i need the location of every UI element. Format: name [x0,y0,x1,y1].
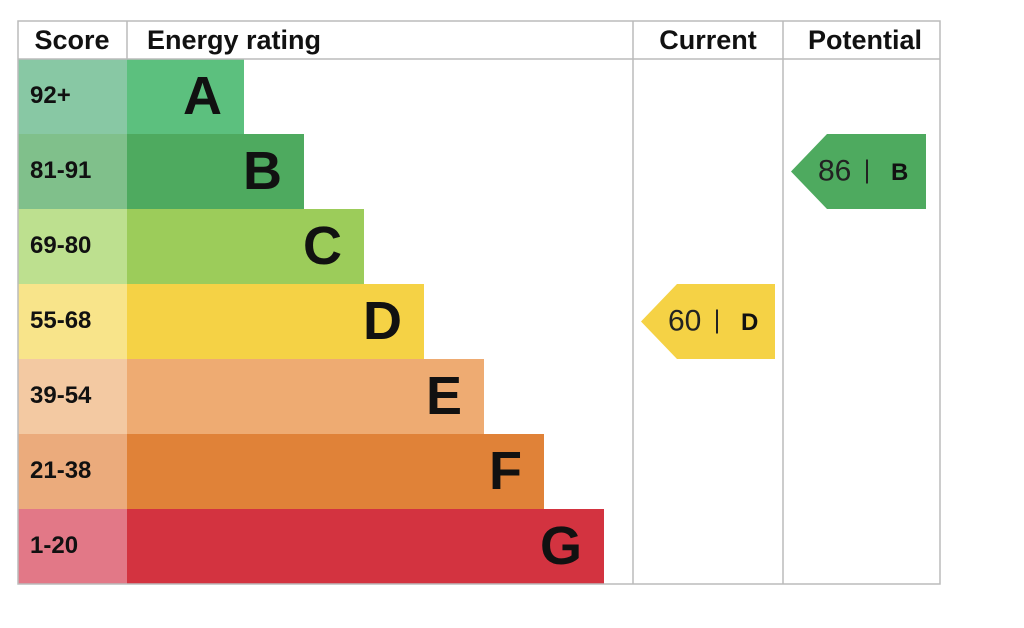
rating-bar [127,359,484,434]
band-labels: 21-38 F [30,441,522,501]
indicator-rating: D [741,309,758,336]
rating-bar [127,134,304,209]
band-labels: 69-80 C [30,216,342,276]
score-range: 21-38 [30,457,91,484]
band-labels: 81-91 B [30,141,282,201]
score-cell [18,434,127,509]
band-labels: 39-54 E [30,366,462,426]
frame [17,20,941,585]
score-cell [18,134,127,209]
score-cell [18,284,127,359]
score-cell [18,59,127,134]
header-current: Current [659,25,757,55]
rating-letter: F [489,441,522,501]
header-score: Score [34,25,109,55]
header-potential: Potential [808,25,922,55]
current-indicator: 60 D [641,284,775,359]
score-range: 39-54 [30,382,92,409]
indicator-score: 86 [818,154,851,187]
rating-bar [127,59,244,134]
rating-letter: D [363,291,402,351]
potential-indicator: 86 B [791,134,926,209]
rating-letter: A [183,66,222,126]
rating-letter: E [426,366,462,426]
score-range: 69-80 [30,232,91,259]
rating-bar [127,509,604,584]
rating-letter: G [540,516,582,576]
band-labels: 92+ A [30,66,222,126]
band-labels: 1-20 G [30,516,582,576]
indicator-rating: B [891,159,908,186]
band-labels: 55-68 D [30,291,402,351]
score-cell [18,509,127,584]
score-cell [18,359,127,434]
indicator-arrow [641,284,775,359]
score-cell [18,209,127,284]
score-range: 81-91 [30,157,91,184]
rating-bar [127,284,424,359]
score-range: 1-20 [30,532,78,559]
rating-bar [127,209,364,284]
rating-letter: B [243,141,282,201]
header-energy-rating: Energy rating [147,25,321,55]
indicator-arrow [791,134,926,209]
indicator-score: 60 [668,304,701,337]
rating-letter: C [303,216,342,276]
rating-bar [127,434,544,509]
score-range: 92+ [30,82,71,109]
score-range: 55-68 [30,307,91,334]
